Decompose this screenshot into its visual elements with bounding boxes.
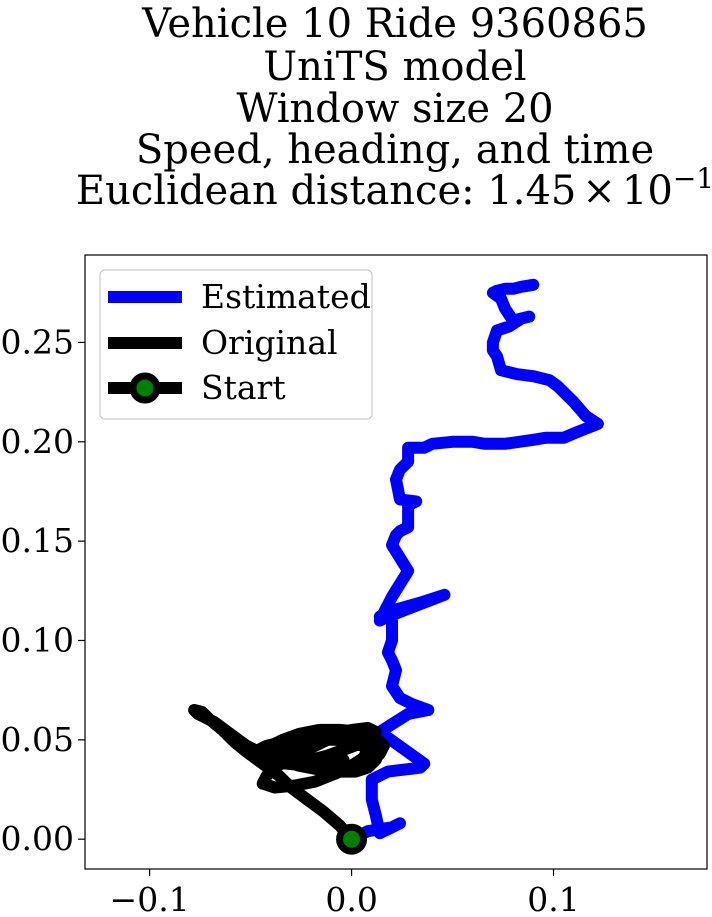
y-tick-label: 0.05 [1, 720, 74, 759]
legend: Estimated Original Start [99, 269, 373, 420]
x-axis: −0.1 0.0 0.1 [110, 869, 580, 917]
distance-times: × [582, 168, 616, 214]
legend-label-start: Start [201, 368, 286, 407]
legend-label-estimated: Estimated [201, 277, 371, 316]
x-tick-label: 0.1 [527, 880, 579, 917]
chart-title-line-5: Euclidean distance: 1.45 × 10−1 [76, 162, 712, 214]
chart-title: Vehicle 10 Ride 9360865 UniTS model Wind… [76, 1, 712, 214]
legend-frame [99, 269, 373, 420]
legend-label-original: Original [201, 323, 338, 362]
series-line-original [188, 704, 390, 846]
chart-title-line-3: Window size 20 [236, 86, 553, 132]
distance-base: 10 [622, 168, 673, 214]
chart-title-line-2: UniTS model [263, 44, 526, 90]
y-tick-label: 0.15 [1, 521, 74, 560]
chart-title-line-4: Speed, heading, and time [136, 127, 654, 173]
plot-series [188, 278, 604, 855]
y-axis: 0.00 0.05 0.10 0.15 0.20 0.25 [1, 322, 85, 858]
x-tick-label: −0.1 [110, 880, 190, 917]
y-tick-label: 0.10 [1, 620, 74, 659]
chart-title-line-1: Vehicle 10 Ride 9360865 [141, 1, 648, 47]
legend-start-marker [129, 372, 161, 404]
y-tick-label: 0.00 [1, 819, 74, 858]
distance-prefix: Euclidean distance: 1.45 [76, 168, 577, 214]
distance-exponent: −1 [673, 162, 712, 195]
y-tick-label: 0.25 [1, 322, 74, 361]
x-tick-label: 0.0 [325, 880, 377, 917]
plot-frame [84, 254, 708, 870]
series-line-estimated [345, 278, 604, 846]
start-marker [336, 823, 368, 855]
y-tick-label: 0.20 [1, 422, 74, 461]
